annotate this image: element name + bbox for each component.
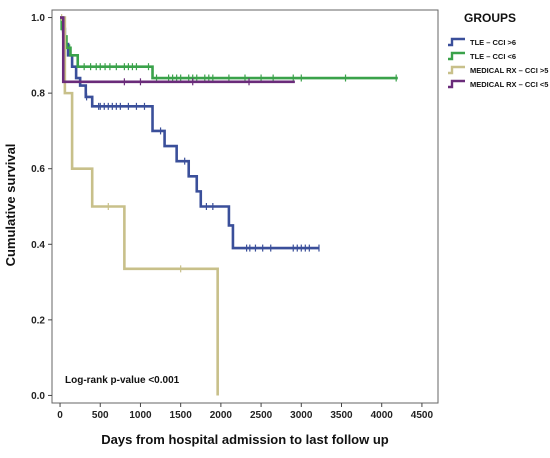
x-tick-label: 4000 — [371, 410, 394, 421]
y-tick-label: 0.0 — [31, 391, 45, 402]
x-tick-label: 1500 — [170, 410, 193, 421]
y-tick-label: 0.2 — [31, 315, 45, 326]
legend-swatch — [448, 51, 465, 61]
series-0 — [60, 16, 320, 252]
x-tick-label: 0 — [57, 410, 63, 421]
x-axis: 0 500 1000 1500 2000 2500 3000 3500 4000 4500 — [57, 403, 433, 421]
legend: GROUPS TLE – CCI >6 TLE – CCI <6 MEDICAL R… — [448, 11, 548, 89]
legend-label: TLE – CCI <6 — [470, 52, 516, 61]
legend-swatch — [448, 79, 465, 89]
legend-swatch — [448, 37, 465, 47]
y-axis-title: Cumulative survival — [3, 144, 18, 267]
x-tick-label: 3500 — [330, 410, 353, 421]
series-3 — [60, 16, 295, 86]
legend-title: GROUPS — [464, 11, 516, 25]
x-tick-label: 3000 — [290, 410, 313, 421]
legend-label: TLE – CCI >6 — [470, 38, 516, 47]
x-tick-label: 2500 — [250, 410, 273, 421]
logrank-annotation: Log-rank p-value <0.001 — [65, 375, 180, 386]
legend-swatch — [448, 65, 465, 75]
legend-label: MEDICAL RX – CCI >5 — [470, 66, 548, 75]
legend-label: MEDICAL RX – CCI <5 — [470, 80, 548, 89]
y-tick-label: 0.6 — [31, 164, 45, 175]
y-axis: 0.0 0.2 0.4 0.6 0.8 1.0 — [31, 13, 52, 402]
y-tick-label: 1.0 — [31, 13, 45, 24]
x-tick-label: 1000 — [129, 410, 152, 421]
survival-curve — [60, 16, 219, 396]
survival-curve — [60, 16, 319, 250]
x-tick-label: 4500 — [411, 410, 434, 421]
x-tick-label: 2000 — [210, 410, 233, 421]
y-tick-label: 0.4 — [31, 240, 45, 251]
series-layer — [60, 14, 398, 396]
x-tick-label: 500 — [92, 410, 109, 421]
x-axis-title: Days from hospital admission to last fol… — [101, 432, 389, 447]
survival-curve — [60, 16, 295, 84]
y-tick-label: 0.8 — [31, 89, 45, 100]
